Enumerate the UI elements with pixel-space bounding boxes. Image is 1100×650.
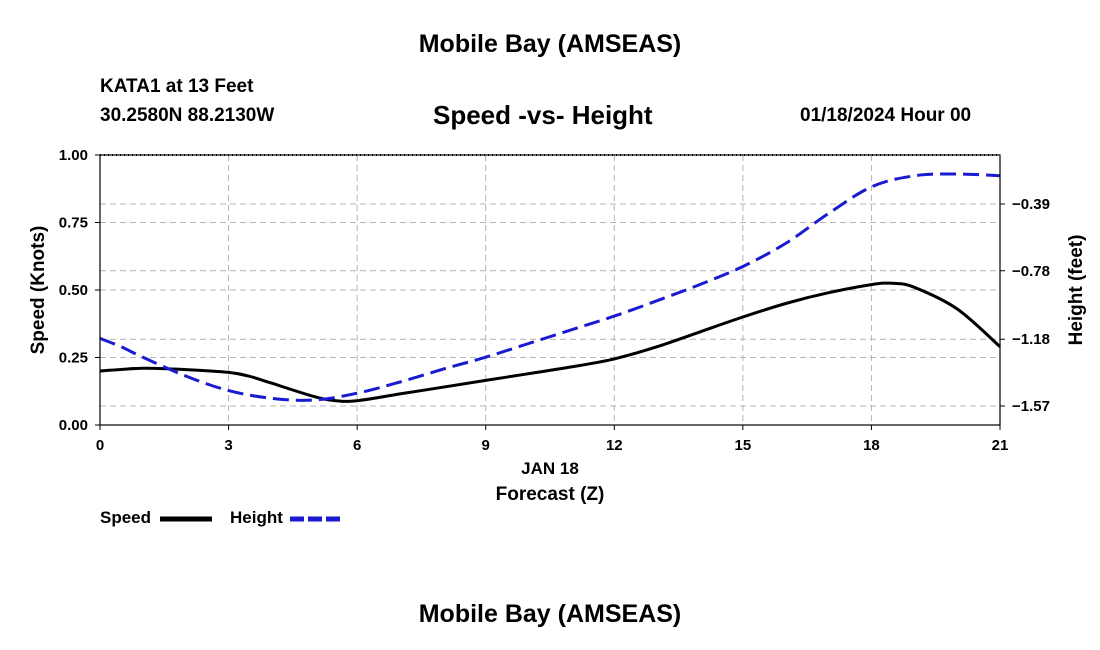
- y-tick-label: 0.00: [59, 417, 88, 434]
- speed-height-chart: 0 3 6 9 12 15 18 21 0.00 0.25 0.50 0.75 1.00 −0.39 −0.…: [0, 0, 1100, 650]
- legend-height-label: Height: [230, 508, 283, 528]
- x-tick-label: 21: [992, 437, 1009, 454]
- x-tick-label: 6: [353, 437, 361, 454]
- y-tick-label: 0.75: [59, 215, 88, 232]
- legend-speed-swatch: [160, 514, 215, 524]
- x-tick-label: 15: [735, 437, 752, 454]
- y2-tick-label: −1.18: [1012, 331, 1050, 348]
- x-axis-date-label: JAN 18: [521, 459, 579, 478]
- x-tick-label: 9: [482, 437, 490, 454]
- y2-tick-label: −0.78: [1012, 263, 1050, 280]
- y2-axis-label: Height (feet): [1066, 235, 1087, 346]
- y-tick-label: 0.25: [59, 350, 88, 367]
- x-tick-label: 0: [96, 437, 104, 454]
- grid-lines: [100, 155, 1000, 425]
- y2-tick-label: −0.39: [1012, 196, 1050, 213]
- axis-ticks: 0 3 6 9 12 15 18 21 0.00 0.25 0.50 0.75 1.00 −0.39 −0.…: [59, 147, 1050, 454]
- series-speed-line: [100, 283, 1000, 401]
- y-tick-label: 0.50: [59, 282, 88, 299]
- y-tick-label: 1.00: [59, 147, 88, 164]
- x-tick-label: 3: [224, 437, 232, 454]
- x-tick-label: 18: [863, 437, 880, 454]
- y2-tick-label: −1.57: [1012, 398, 1050, 415]
- y-axis-label: Speed (Knots): [28, 226, 49, 355]
- footer-title: Mobile Bay (AMSEAS): [0, 600, 1100, 629]
- series-layer: [100, 174, 1000, 401]
- x-axis-label: Forecast (Z): [496, 484, 605, 505]
- legend-speed-label: Speed: [100, 508, 151, 528]
- x-tick-label: 12: [606, 437, 623, 454]
- legend-height-swatch: [290, 514, 345, 524]
- series-height-line: [100, 174, 1000, 400]
